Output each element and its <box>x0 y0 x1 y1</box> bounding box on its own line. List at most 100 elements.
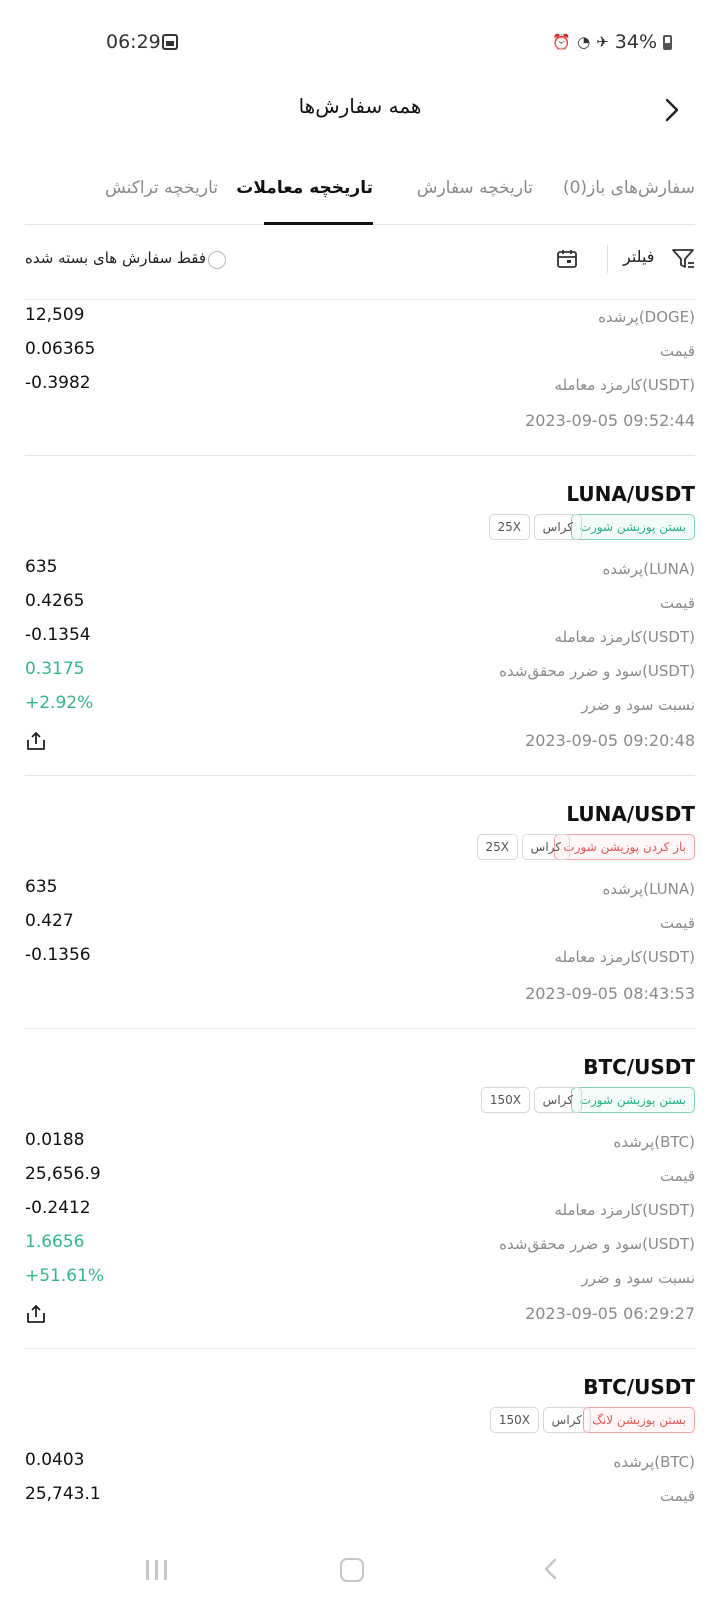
gallery-icon <box>162 34 178 50</box>
row-label: نسبت سود و ضرر <box>581 696 695 714</box>
tab-order-history[interactable]: تاریخچه سفارش <box>416 178 533 198</box>
trade-card[interactable]: BTC/USDT بستن پوزیشن شورت کراس 150X پرشد… <box>25 1029 695 1349</box>
info-row: نسبت سود و ضرر +51.61% <box>25 1266 695 1294</box>
realized-pnl-value: 0.3175 <box>25 659 85 679</box>
airplane-icon: ✈ <box>596 33 609 51</box>
tab-open-orders[interactable]: سفارش‌های باز(0) <box>562 178 695 198</box>
share-icon[interactable] <box>25 730 47 752</box>
filter-label[interactable]: فیلتر <box>623 247 655 266</box>
row-label: قیمت <box>659 594 695 612</box>
trade-pair: LUNA/USDT <box>566 802 695 826</box>
pnl-ratio-value: +51.61% <box>25 1266 105 1286</box>
row-value: 635 <box>25 557 58 577</box>
calendar-icon[interactable] <box>555 247 579 271</box>
status-right: ⏰ ◔ ✈ 34% <box>552 31 672 53</box>
row-value: -0.3982 <box>25 373 91 393</box>
row-label: پرشده(LUNA) <box>602 560 695 578</box>
wifi-icon: ◔ <box>577 33 591 51</box>
back-icon[interactable] <box>538 1556 564 1582</box>
trade-timestamp: 2023-09-05 08:43:53 <box>525 984 695 1003</box>
leverage-tag: 25X <box>476 834 518 860</box>
margin-tag: کراس <box>533 1087 582 1113</box>
row-value: 25,656.9 <box>25 1164 101 1184</box>
closed-only-label[interactable]: فقط سفارش های بسته شده <box>25 249 206 267</box>
row-label: کارمزد معامله(USDT) <box>554 948 695 966</box>
info-row: پرشده(DOGE) 12,509 <box>25 305 695 333</box>
info-row: قیمت 0.427 <box>25 911 695 939</box>
tab-bar: سفارش‌های باز(0) تاریخچه سفارش تاریخچه م… <box>25 170 695 225</box>
row-label: نسبت سود و ضرر <box>581 1269 695 1287</box>
row-label: قیمت <box>659 1487 695 1505</box>
row-value: 0.4265 <box>25 591 85 611</box>
row-value: -0.1354 <box>25 625 91 645</box>
margin-tag: کراس <box>521 834 570 860</box>
battery-icon <box>663 34 672 50</box>
row-value: 0.427 <box>25 911 74 931</box>
trade-pair: BTC/USDT <box>583 1375 695 1399</box>
realized-pnl-value: 1.6656 <box>25 1232 85 1252</box>
status-bar: 06:29 ⏰ ◔ ✈ 34% <box>0 0 720 86</box>
filter-row: فقط سفارش های بسته شده فیلتر <box>25 235 695 300</box>
info-row: کارمزد معامله(USDT) -0.2412 <box>25 1198 695 1226</box>
row-label: پرشده(BTC) <box>613 1453 695 1471</box>
row-label: کارمزد معامله(USDT) <box>554 376 695 394</box>
info-row: پرشده(LUNA) 635 <box>25 557 695 585</box>
row-value: -0.1356 <box>25 945 91 965</box>
tab-transaction-history[interactable]: تاریخچه تراکنش <box>104 178 218 198</box>
row-value: 0.0188 <box>25 1130 85 1150</box>
row-label: پرشده(LUNA) <box>602 880 695 898</box>
battery-percent: 34% <box>614 31 657 53</box>
trade-timestamp: 2023-09-05 09:20:48 <box>525 731 695 750</box>
info-row: پرشده(LUNA) 635 <box>25 877 695 905</box>
info-row: سود و ضرر محقق‌شده(USDT) 1.6656 <box>25 1232 695 1260</box>
info-row: کارمزد معامله(USDT) -0.1356 <box>25 945 695 973</box>
row-value: 25,743.1 <box>25 1484 101 1504</box>
filter-divider <box>607 245 608 273</box>
trade-timestamp: 2023-09-05 06:29:27 <box>525 1304 695 1323</box>
pnl-ratio-value: +2.92% <box>25 693 94 713</box>
row-value: -0.2412 <box>25 1198 91 1218</box>
row-label: قیمت <box>659 1167 695 1185</box>
margin-tag: کراس <box>533 514 582 540</box>
row-label: قیمت <box>659 914 695 932</box>
trade-card: پرشده(DOGE) 12,509 قیمت 0.06365 کارمزد م… <box>25 301 695 456</box>
leverage-tag: 25X <box>488 514 530 540</box>
trade-card[interactable]: BTC/USDT بستن پوزیشن لانگ کراس 150X پرشد… <box>25 1349 695 1529</box>
alarm-icon: ⏰ <box>552 33 572 51</box>
filter-icon[interactable] <box>670 245 696 271</box>
recent-apps-icon[interactable] <box>146 1560 170 1580</box>
home-icon[interactable] <box>340 1558 364 1582</box>
info-row: پرشده(BTC) 0.0188 <box>25 1130 695 1158</box>
info-row: پرشده(BTC) 0.0403 <box>25 1450 695 1478</box>
info-row: قیمت 25,656.9 <box>25 1164 695 1192</box>
row-value: 635 <box>25 877 58 897</box>
row-value: 0.06365 <box>25 339 96 359</box>
leverage-tag: 150X <box>489 1407 539 1433</box>
action-tag: بستن پوزیشن لانگ <box>583 1407 695 1433</box>
row-label: کارمزد معامله(USDT) <box>554 1201 695 1219</box>
row-label: کارمزد معامله(USDT) <box>554 628 695 646</box>
info-row: کارمزد معامله(USDT) -0.3982 <box>25 373 695 401</box>
info-row: سود و ضرر محقق‌شده(USDT) 0.3175 <box>25 659 695 687</box>
info-row: قیمت 25,743.1 <box>25 1484 695 1512</box>
closed-only-radio[interactable] <box>208 251 226 269</box>
margin-tag: کراس <box>542 1407 591 1433</box>
status-time: 06:29 <box>106 31 161 53</box>
row-label: قیمت <box>659 342 695 360</box>
chevron-right-icon[interactable] <box>654 92 690 128</box>
trade-card[interactable]: LUNA/USDT باز کردن پوزیشن شورت کراس 25X … <box>25 776 695 1029</box>
tab-trade-history[interactable]: تاریخچه معاملات <box>236 178 373 198</box>
row-value: 12,509 <box>25 305 85 325</box>
info-row: کارمزد معامله(USDT) -0.1354 <box>25 625 695 653</box>
trade-timestamp: 2023-09-05 09:52:44 <box>525 411 695 430</box>
trade-card[interactable]: LUNA/USDT بستن پوزیشن شورت کراس 25X پرشد… <box>25 456 695 776</box>
action-tag: باز کردن پوزیشن شورت <box>554 834 695 860</box>
share-icon[interactable] <box>25 1303 47 1325</box>
system-nav-bar <box>0 1528 720 1600</box>
row-label: سود و ضرر محقق‌شده(USDT) <box>499 1235 695 1253</box>
trade-pair: LUNA/USDT <box>566 482 695 506</box>
header: همه سفارش‌ها <box>0 86 720 146</box>
row-label: سود و ضرر محقق‌شده(USDT) <box>499 662 695 680</box>
page-title: همه سفارش‌ها <box>298 94 422 118</box>
trade-pair: BTC/USDT <box>583 1055 695 1079</box>
